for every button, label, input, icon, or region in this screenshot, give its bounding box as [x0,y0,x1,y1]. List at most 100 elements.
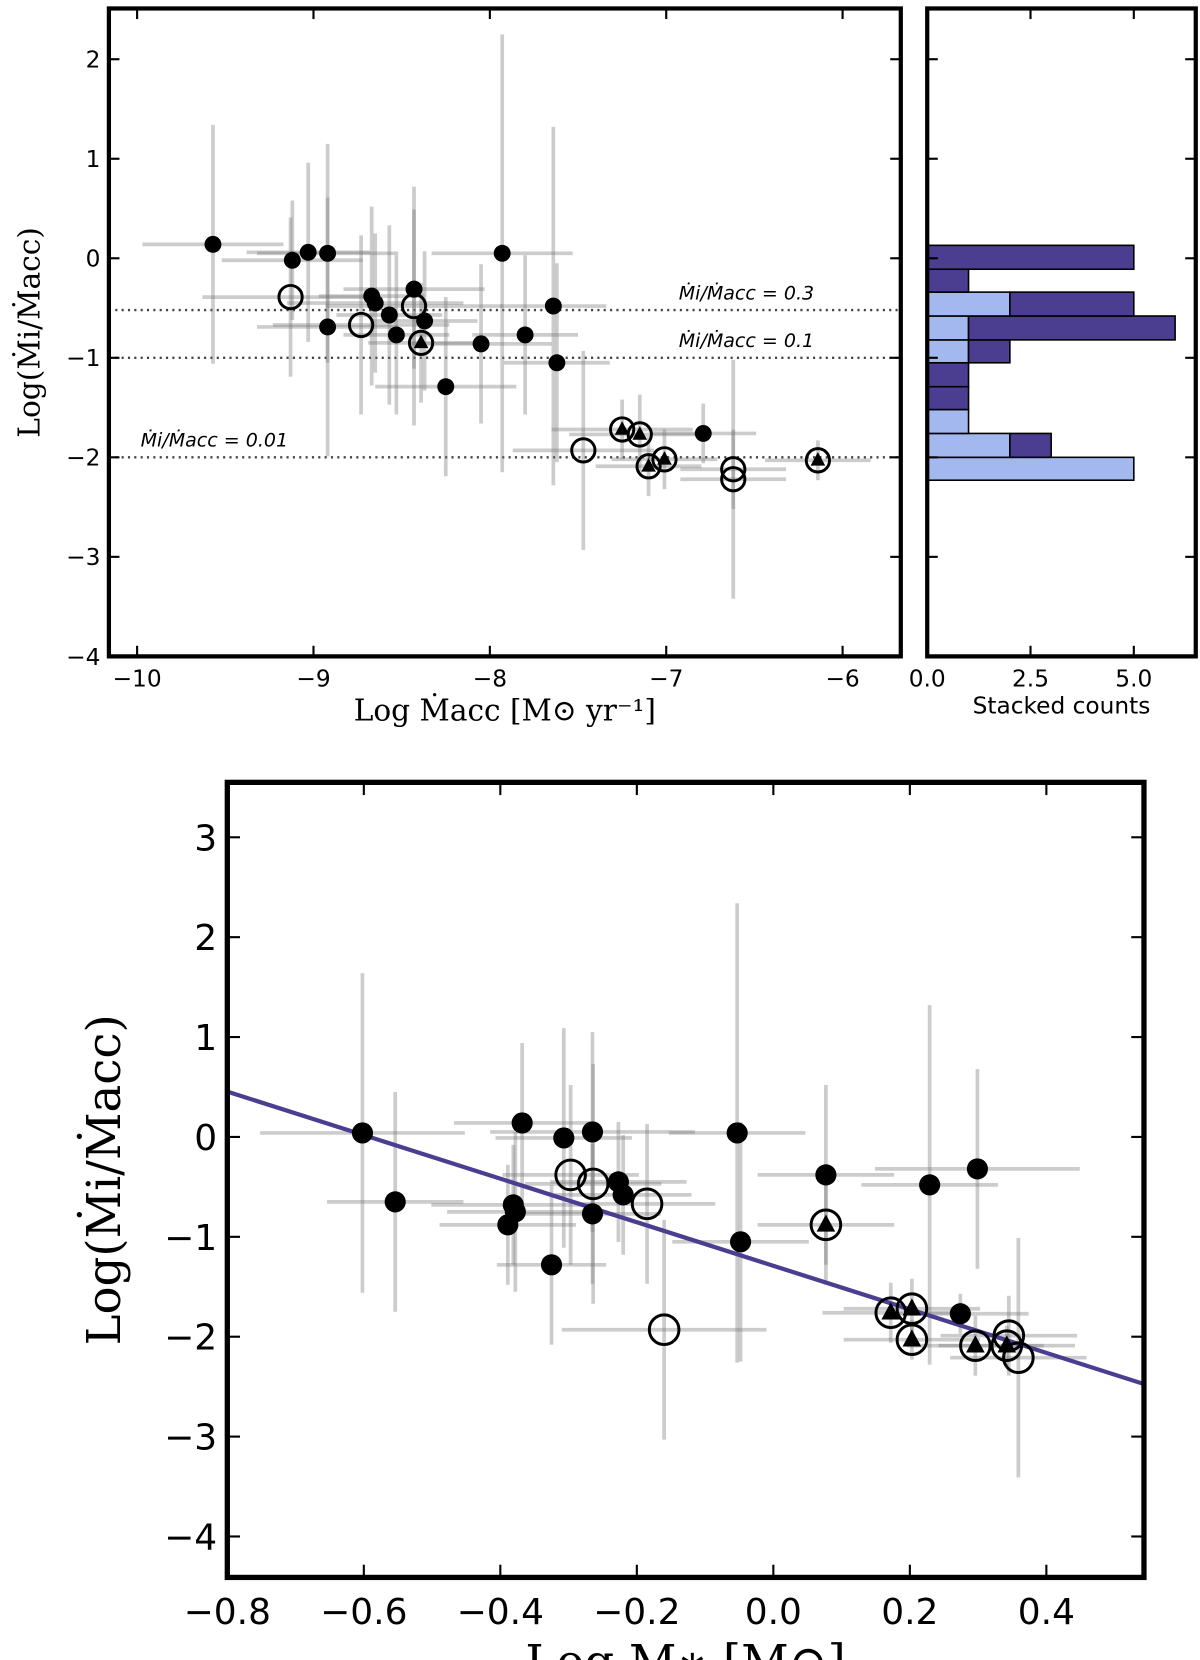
plot: −0.8 −0.6 −0.4 −0.2 0.0 0.2 0.4 3 2 1 0 −1 −2 −3 −4 Log… [76,779,1147,1660]
y-tick-label: 0 [86,246,101,273]
histogram-bar [927,244,1135,271]
y-tick-label: −4 [66,644,100,671]
point [966,1158,988,1180]
x-tick-label: −8 [473,666,507,693]
point [319,318,337,336]
histogram-bar [967,339,1011,364]
x-tick-label: 0.4 [1018,1592,1075,1633]
point [387,326,405,344]
point [1002,1341,1035,1374]
point-triangle [816,1214,836,1232]
histogram-bar [927,291,1011,317]
plot-area [108,34,901,599]
x-tick-label: −0.2 [593,1592,680,1633]
histogram-bar [927,385,970,411]
point [720,456,747,483]
point [949,1303,971,1325]
point [612,1184,634,1206]
x-axis-label: Stacked counts [973,692,1151,719]
fit-line [227,1089,1144,1387]
x-tick-label: 0.0 [745,1592,802,1633]
point [516,326,534,344]
point [651,446,678,473]
x-tick-label: −0.8 [184,1592,271,1633]
point [804,447,832,474]
x-axis-label: Log M∗ [M⊙] [525,1635,845,1660]
plot-frame [224,779,1147,1581]
y-tick-label: −3 [164,1418,217,1459]
histogram-bar [927,361,970,388]
point [204,235,222,253]
x-tick-label: −9 [296,666,330,693]
y-axis-label: Log(Ṁi/Ṁacc) [12,227,47,438]
point-triangle [881,1302,901,1320]
x-tick-label: 5.0 [1115,666,1152,693]
point [548,354,566,372]
point-triangle [413,334,429,349]
point [895,1323,929,1357]
point [351,1122,374,1144]
point-triangle [902,1329,922,1347]
plot-frame [106,6,903,659]
point [380,306,398,324]
y-tick-label: 1 [86,146,101,173]
point [730,1231,752,1253]
point-triangle [657,451,672,465]
y-tick-label: −2 [164,1318,217,1359]
y-tick-label: −1 [164,1218,217,1259]
point-triangle [641,458,656,472]
point [384,1191,406,1213]
point [319,244,337,262]
y-tick-label: −1 [66,345,100,372]
y-tick-label: −2 [66,445,100,472]
histogram-bar [1009,432,1052,459]
histogram-bar [1009,291,1135,317]
point [347,311,375,339]
x-tick-label: −7 [649,666,683,693]
y-tick-label: 2 [86,47,101,74]
plot-frame [925,6,1198,659]
point [647,1313,681,1347]
reference-label: Ṁi/Ṁacc = 0.3 [679,281,814,304]
x-tick-label: 2.5 [1012,666,1049,693]
point [630,1187,664,1221]
y-tick-label: 3 [194,818,217,859]
reference-label: Ṁi/Ṁacc = 0.1 [679,329,814,352]
point [366,294,384,312]
histogram-bar [927,315,970,341]
point [809,1208,843,1242]
x-tick-label: −0.6 [320,1592,407,1633]
point [726,1122,748,1144]
x-tick-label: −10 [113,666,162,693]
point [635,453,662,480]
x-tick-label: −0.4 [457,1592,544,1633]
point [437,378,455,396]
point [815,1164,837,1186]
y-axis-label: Log(Ṁi/Ṁacc) [76,1014,131,1345]
point-triangle [966,1335,985,1353]
point [581,1121,604,1143]
histogram-bar [927,456,1135,482]
plot: −10 −9 −8 −7 −6 2 1 0 −1 −2 −3 −4 Log Ṁacc [M⊙ yr⁻¹]… [12,6,903,728]
point [416,312,434,330]
x-tick-label: −6 [825,666,859,693]
reference-label: Ṁi/Ṁacc = 0.01 [141,429,288,452]
point [277,283,304,311]
histogram-bar [967,315,1176,341]
point [553,1127,575,1149]
y-tick-label: 1 [194,1018,217,1059]
plot-area [927,244,1176,482]
point-triangle [614,421,630,435]
point [626,421,653,448]
point-triangle [997,1335,1017,1353]
point [511,1112,533,1134]
point-triangle [810,452,826,466]
histogram-bar [927,408,970,435]
point [407,329,435,357]
histogram-bar [927,268,970,293]
point [609,416,636,443]
point [283,251,301,269]
x-axis-label: Log Ṁacc [M⊙ yr⁻¹] [354,693,656,728]
plot-area [227,903,1144,1478]
